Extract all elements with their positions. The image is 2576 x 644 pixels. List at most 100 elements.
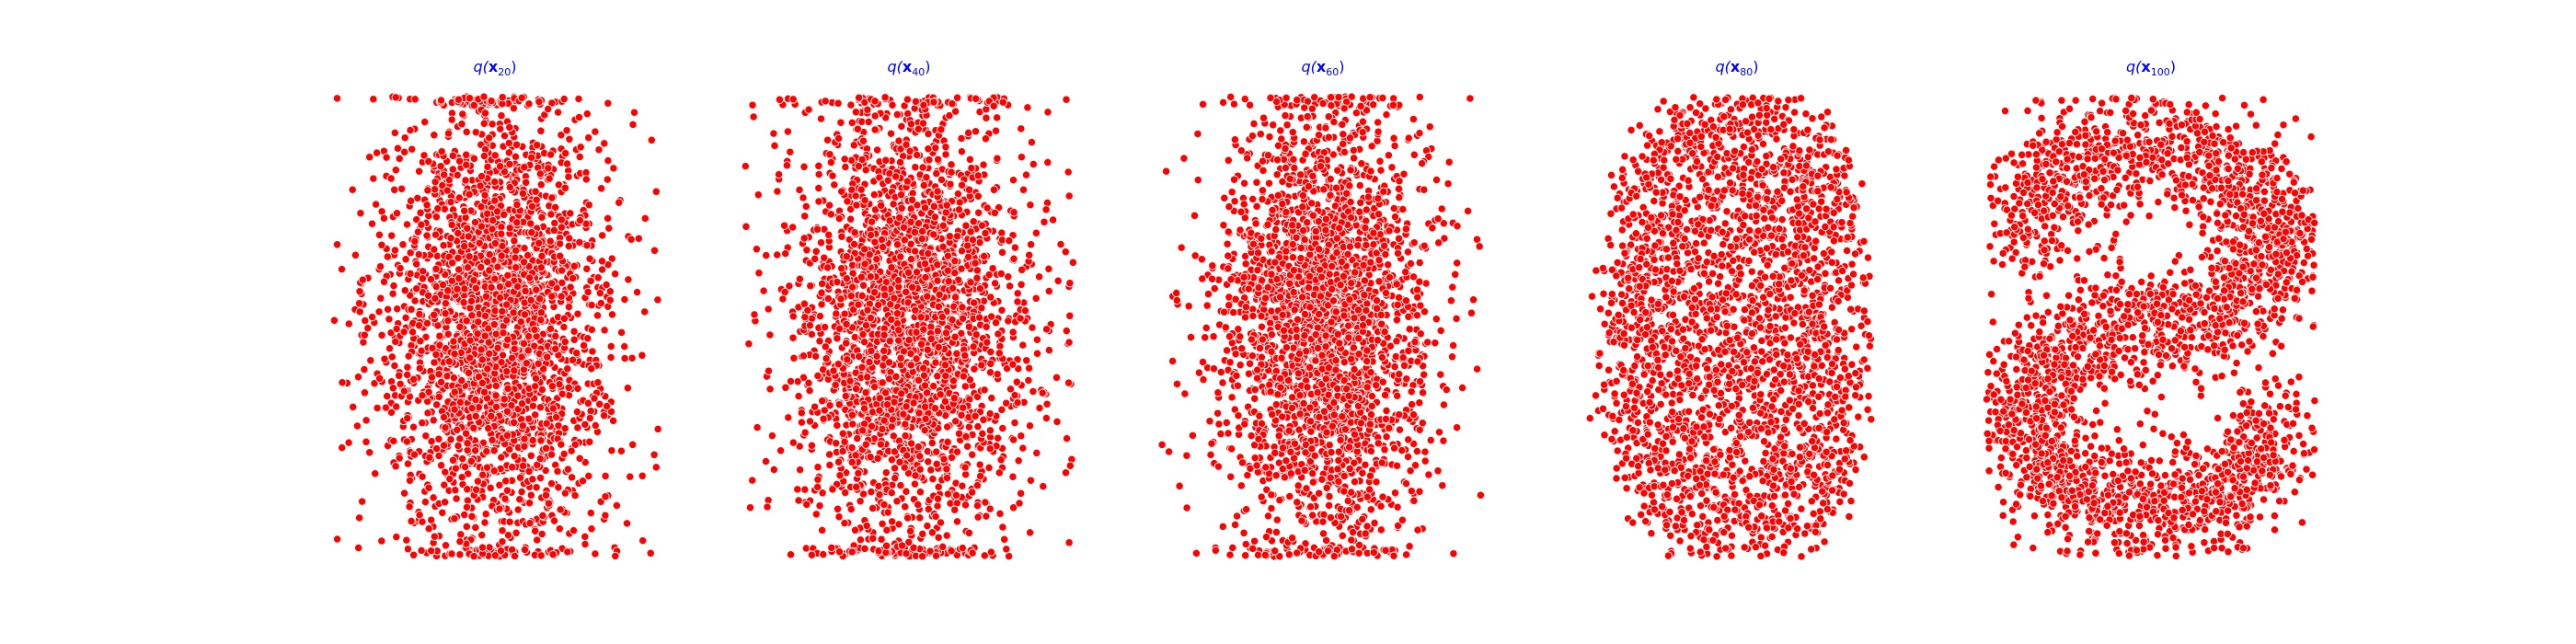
scatter-point <box>453 284 462 293</box>
scatter-point <box>840 437 849 446</box>
scatter-point <box>519 258 529 267</box>
scatter-point <box>1025 421 1035 431</box>
scatter-point <box>480 311 490 321</box>
scatter-point <box>365 448 374 457</box>
scatter-point <box>477 543 488 552</box>
scatter-point <box>542 419 551 428</box>
scatter-point <box>447 115 456 124</box>
scatter-point <box>497 453 506 462</box>
scatter-point <box>587 524 596 534</box>
scatter-point <box>1021 170 1031 179</box>
scatter-point <box>485 266 494 275</box>
scatter-point <box>545 174 554 183</box>
scatter-point <box>748 476 757 485</box>
scatter-point <box>436 96 446 105</box>
scatter-point <box>501 477 511 486</box>
scatter-point <box>353 373 363 382</box>
scatter-point <box>450 349 459 359</box>
scatter-point <box>947 167 956 177</box>
scatter-point <box>536 126 546 135</box>
scatter-point <box>870 125 880 134</box>
scatter-point <box>422 231 431 240</box>
scatter-point <box>360 364 369 374</box>
scatter-point <box>816 114 826 123</box>
scatter-point <box>518 461 528 470</box>
scatter-point <box>398 240 408 249</box>
scatter-point <box>502 407 512 416</box>
scatter-point <box>975 471 985 481</box>
scatter-point <box>546 236 555 246</box>
scatter-point <box>397 184 407 193</box>
scatter-point <box>593 273 603 282</box>
scatter-point <box>376 293 385 303</box>
scatter-point <box>546 210 556 219</box>
scatter-point <box>502 431 512 440</box>
scatter-point <box>991 318 1001 328</box>
scatter-point <box>561 148 570 158</box>
scatter-point <box>924 144 933 154</box>
scatter-point <box>1002 545 1011 554</box>
scatter-point <box>968 488 977 497</box>
scatter-point <box>575 454 584 463</box>
scatter-point <box>566 209 575 218</box>
scatter-point <box>479 119 489 128</box>
scatter-point <box>888 517 897 526</box>
scatter-point <box>818 279 827 289</box>
scatter-point <box>870 97 880 106</box>
scatter-point <box>503 270 512 281</box>
scatter-point <box>584 471 593 481</box>
scatter-point <box>838 446 847 456</box>
scatter-point <box>436 377 446 387</box>
scatter-point <box>491 381 500 391</box>
scatter-point <box>880 500 889 510</box>
scatter-point <box>800 212 810 221</box>
scatter-point <box>458 109 467 119</box>
scatter-point <box>510 551 520 561</box>
scatter-point <box>952 232 962 241</box>
scatter-point <box>926 546 935 556</box>
scatter-point <box>941 143 950 152</box>
scatter-point <box>409 450 420 459</box>
panels: q(x20) q(x40) q(x60) q(x80) q(x100) <box>329 58 2319 561</box>
scatter-point <box>958 543 967 553</box>
scatter-point <box>586 508 595 518</box>
scatter-point <box>947 453 957 462</box>
scatter-point <box>383 391 392 401</box>
scatter-point <box>1044 286 1053 296</box>
scatter-point <box>754 269 764 278</box>
scatter-point <box>594 145 604 155</box>
scatter-point <box>466 296 477 306</box>
scatter-point <box>628 120 638 130</box>
scatter-point <box>647 135 656 144</box>
scatter-point <box>981 498 990 507</box>
scatter-point <box>902 140 911 149</box>
scatter-point <box>874 300 883 310</box>
scatter-point <box>524 499 535 508</box>
scatter-point <box>390 185 399 194</box>
scatter-point <box>431 213 442 222</box>
scatter-point <box>573 384 582 393</box>
scatter-point <box>1004 551 1014 561</box>
scatter-point <box>1031 228 1041 237</box>
scatter-point <box>536 263 546 272</box>
scatter-point <box>932 459 941 469</box>
scatter-point <box>888 415 897 424</box>
scatter-point <box>402 220 412 229</box>
scatter-point <box>375 262 385 271</box>
scatter-point <box>437 147 446 156</box>
scatter-point <box>973 512 983 522</box>
scatter-point <box>517 93 526 103</box>
scatter-point <box>332 94 342 103</box>
scatter-point <box>866 313 876 323</box>
scatter-point <box>832 309 841 318</box>
scatter-point <box>624 275 633 284</box>
scatter-point <box>565 134 574 144</box>
scatter-point <box>581 175 591 184</box>
scatter-point <box>548 404 558 413</box>
scatter-point <box>495 282 505 292</box>
scatter-point <box>383 252 392 261</box>
scatter-point <box>485 349 494 359</box>
scatter-point <box>401 313 410 323</box>
scatter-point <box>602 401 612 411</box>
scatter-point <box>993 433 1003 443</box>
